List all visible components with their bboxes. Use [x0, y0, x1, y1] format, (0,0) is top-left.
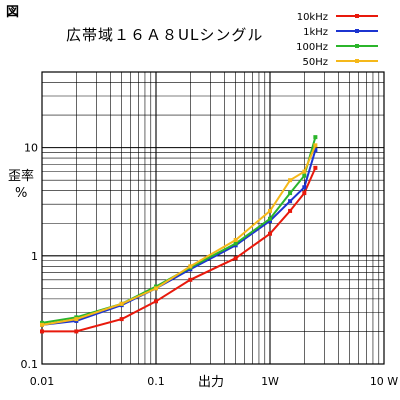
figure-label: 図 — [6, 5, 19, 20]
series-point — [233, 256, 238, 261]
series-point — [188, 264, 193, 269]
x-tick-labels: 0.01 0.1 1W 10 W — [30, 375, 399, 388]
series-point — [119, 317, 124, 322]
legend-label: 10kHz — [297, 12, 328, 23]
series-point — [119, 301, 124, 306]
series-point — [302, 173, 307, 178]
series-point — [233, 241, 238, 246]
series-point — [268, 216, 272, 221]
x-tick-label: 1W — [261, 375, 279, 388]
series-point — [188, 277, 193, 282]
y-tick-labels: 0.1 1 10 — [21, 142, 39, 371]
series-point — [268, 208, 272, 213]
y-axis-label-line2: % — [15, 186, 27, 201]
series-point — [74, 329, 79, 334]
series-50Hz — [40, 143, 318, 327]
legend: 10kHz 1kHz 100Hz 50Hz — [296, 12, 378, 68]
y-tick-label: 1 — [31, 250, 38, 263]
series-layer — [40, 135, 318, 334]
series-line — [42, 167, 317, 333]
legend-marker — [355, 14, 359, 18]
legend-marker — [355, 29, 359, 33]
series-point — [233, 238, 238, 243]
series-point — [302, 185, 307, 190]
series-point — [268, 218, 272, 223]
legend-marker — [355, 59, 359, 63]
series-point — [288, 178, 293, 183]
x-tick-label: 10 W — [370, 375, 398, 388]
series-point — [313, 135, 318, 140]
series-point — [268, 231, 272, 236]
series-point — [313, 143, 318, 148]
series-line — [41, 144, 317, 326]
series-point — [40, 322, 44, 327]
series-point — [302, 191, 307, 196]
series-point — [313, 165, 318, 170]
series-point — [288, 199, 293, 204]
series-point — [302, 169, 307, 174]
legend-marker — [355, 44, 359, 48]
legend-label: 50Hz — [303, 57, 329, 68]
series-point — [154, 299, 158, 304]
series-point — [288, 191, 293, 196]
x-tick-label: 0.1 — [147, 375, 165, 388]
chart-title: 広帯域１６Ａ８ULシングル — [66, 26, 263, 44]
series-point — [288, 208, 293, 213]
y-tick-label: 10 — [24, 142, 38, 155]
grid — [42, 72, 384, 364]
series-point — [74, 317, 79, 322]
x-tick-label: 0.01 — [30, 375, 55, 388]
legend-label: 1kHz — [303, 27, 328, 38]
y-tick-label: 0.1 — [21, 358, 39, 371]
series-point — [40, 329, 44, 334]
legend-label: 100Hz — [296, 42, 328, 53]
series-10kHz — [40, 165, 318, 334]
x-axis-label: 出力 — [198, 375, 224, 390]
series-point — [313, 148, 318, 153]
plot-frame — [41, 71, 385, 365]
y-axis-label-line1: 歪率 — [8, 168, 34, 184]
series-line — [41, 149, 317, 326]
series-point — [154, 286, 158, 291]
